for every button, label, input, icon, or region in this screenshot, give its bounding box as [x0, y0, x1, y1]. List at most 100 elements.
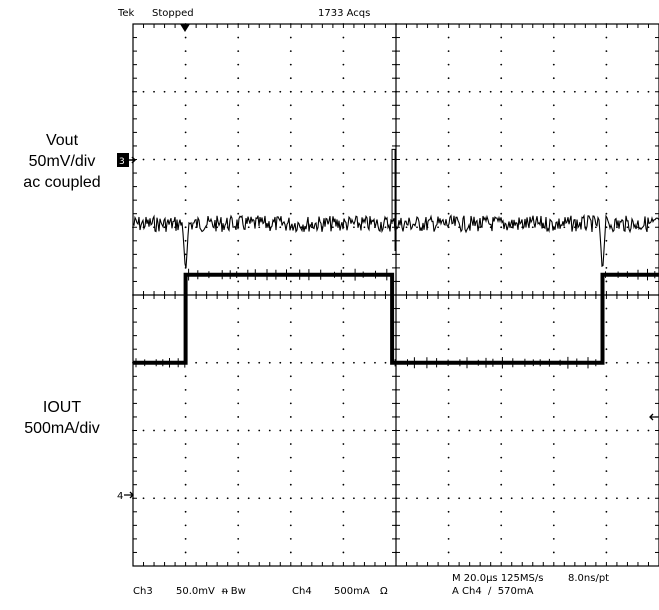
grid-dot [289, 172, 292, 174]
grid-dot [342, 361, 345, 364]
grid-dot [268, 429, 271, 432]
grid-dot [342, 524, 345, 527]
grid-dot [637, 497, 639, 500]
grid-dot [458, 158, 461, 161]
brand-label: Tek [118, 8, 135, 19]
grid-dot [552, 185, 555, 188]
grid-dot [216, 361, 219, 364]
grid-dot [184, 510, 187, 513]
grid-dot [184, 456, 187, 459]
grid-dot [605, 321, 608, 323]
grid-dot [342, 199, 345, 202]
grid-dot [426, 90, 429, 93]
grid-dot [447, 280, 450, 283]
grid-dot [437, 497, 439, 500]
grid-dot [605, 239, 608, 242]
grid-dot [447, 321, 450, 323]
grid-dot [479, 158, 482, 161]
grid-dot [500, 497, 503, 500]
grid-dot [216, 497, 219, 500]
grid-dot [289, 375, 292, 378]
grid-dot [300, 429, 303, 432]
grid-dot [163, 226, 166, 229]
grid-dot [447, 253, 450, 256]
grid-dot [279, 226, 282, 229]
grid-dot [237, 63, 240, 66]
grid-dot [353, 497, 355, 500]
grid-dot [405, 429, 408, 432]
grid-dot [447, 36, 450, 39]
grid-dot [616, 158, 618, 161]
grid-dot [331, 497, 334, 500]
grid-dot [447, 538, 450, 540]
vout-label-line: ac coupled [23, 174, 101, 191]
grid-dot [521, 429, 524, 432]
grid-dot [447, 429, 450, 432]
resolution-readout: 8.0ns/pt [568, 573, 610, 584]
grid-dot [374, 90, 376, 93]
grid-dot [205, 361, 208, 364]
grid-dot [552, 443, 555, 445]
grid-dot [552, 483, 555, 486]
grid-dot [521, 497, 524, 500]
grid-dot [342, 538, 345, 540]
grid-dot [552, 334, 555, 337]
grid-dot [342, 267, 345, 269]
grid-dot [605, 253, 608, 256]
grid-dot [647, 158, 650, 161]
grid-dot [437, 429, 439, 432]
grid-dot [310, 497, 313, 500]
grid-dot [447, 172, 450, 174]
grid-dot [237, 267, 240, 269]
grid-dot [237, 361, 240, 364]
grid-dot [531, 429, 534, 432]
grid-dot [489, 497, 492, 500]
grid-dot [342, 280, 345, 283]
grid-dot [605, 77, 608, 80]
grid-dot [605, 104, 608, 107]
grid-dot [542, 158, 545, 161]
grid-dot [374, 158, 376, 161]
grid-dot [289, 77, 292, 80]
grid-dot [626, 361, 629, 364]
grid-dot [605, 361, 608, 364]
grid-dot [184, 470, 187, 473]
grid-dot [552, 375, 555, 378]
grid-dot [552, 267, 555, 269]
grid-dot [594, 226, 597, 229]
grid-dot [552, 470, 555, 473]
grid-dot [184, 538, 187, 540]
grid-dot [447, 348, 450, 351]
grid-dot [289, 483, 292, 486]
grid-dot [447, 77, 450, 80]
grid-dot [342, 36, 345, 39]
grid-dot [331, 90, 334, 93]
grid-dot [363, 361, 366, 364]
grid-dot [552, 172, 555, 174]
grid-dot [447, 524, 450, 527]
grid-dot [616, 361, 618, 364]
grid-dot [500, 172, 503, 174]
grid-dot [647, 226, 650, 229]
grid-dot [605, 470, 608, 473]
grid-dot [353, 158, 355, 161]
grid-dot [384, 158, 387, 161]
grid-dot [237, 36, 240, 39]
grid-dot [184, 388, 187, 391]
grid-dot [289, 456, 292, 459]
grid-dot [605, 185, 608, 188]
grid-dot [468, 497, 471, 500]
grid-dot [289, 267, 292, 269]
grid-dot [500, 117, 503, 120]
grid-dot [616, 226, 618, 229]
grid-dot [594, 497, 597, 500]
grid-dot [552, 551, 555, 554]
grid-dot [289, 334, 292, 337]
grid-dot [605, 416, 608, 418]
grid-dot [237, 402, 240, 405]
grid-dot [500, 388, 503, 391]
grid-dot [447, 551, 450, 554]
grid-dot [542, 90, 545, 93]
grid-dot [289, 429, 292, 432]
vout-label-line: 50mV/div [28, 153, 96, 170]
